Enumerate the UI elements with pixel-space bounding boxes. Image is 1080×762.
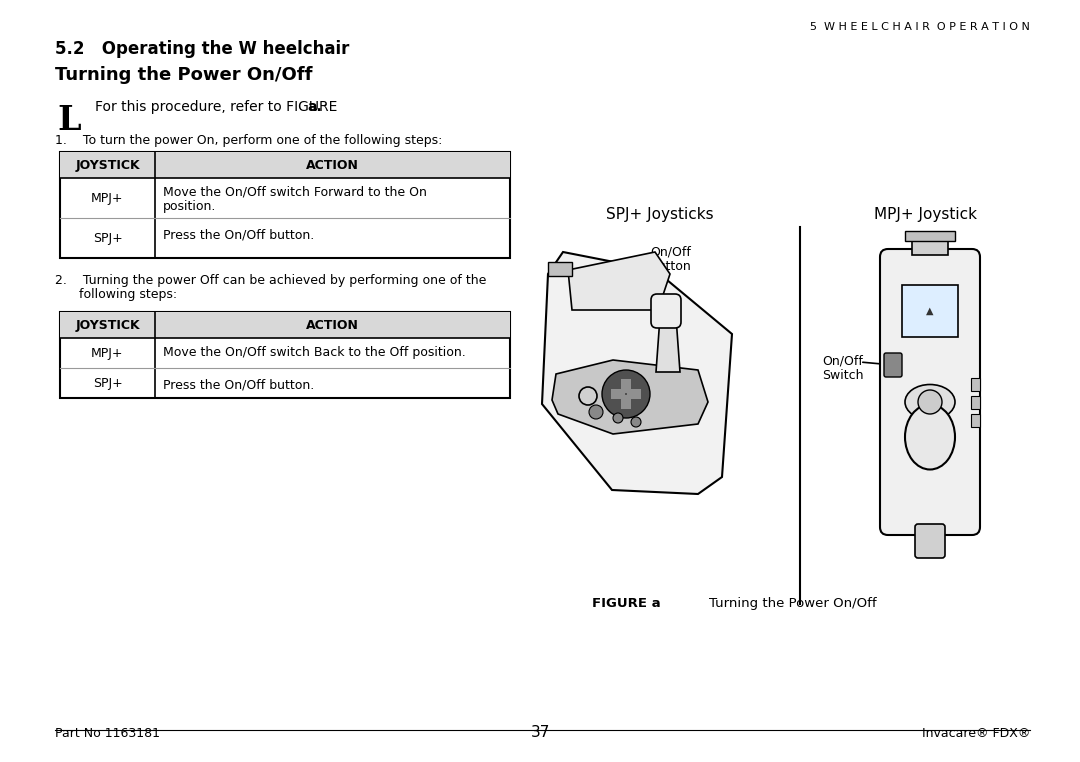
FancyBboxPatch shape <box>880 249 980 535</box>
Bar <box>902 285 958 337</box>
Circle shape <box>631 417 642 427</box>
Bar <box>621 379 631 393</box>
Text: Turning the Power On/Off: Turning the Power On/Off <box>55 66 312 84</box>
Text: SPJ+: SPJ+ <box>93 376 122 389</box>
Text: Press the On/Off button.: Press the On/Off button. <box>163 228 314 241</box>
Circle shape <box>589 405 603 419</box>
Ellipse shape <box>905 385 955 420</box>
FancyBboxPatch shape <box>885 353 902 377</box>
Text: On/Off
Switch: On/Off Switch <box>822 354 864 382</box>
Bar <box>621 395 631 409</box>
Text: ACTION: ACTION <box>306 158 359 171</box>
Bar <box>905 231 955 241</box>
Bar <box>627 389 642 399</box>
Text: ACTION: ACTION <box>306 319 359 331</box>
Text: MPJ+: MPJ+ <box>91 191 124 204</box>
Polygon shape <box>542 252 732 494</box>
FancyBboxPatch shape <box>651 294 681 328</box>
Text: following steps:: following steps: <box>55 288 177 301</box>
Text: Press the On/Off button.: Press the On/Off button. <box>163 378 314 391</box>
Text: Move the On/Off switch Back to the Off position.: Move the On/Off switch Back to the Off p… <box>163 346 465 359</box>
Bar <box>60 152 510 178</box>
Bar <box>912 237 948 255</box>
Ellipse shape <box>905 405 955 469</box>
Text: a.: a. <box>307 100 322 114</box>
Text: On/Off
Button: On/Off Button <box>650 245 692 273</box>
Text: JOYSTICK: JOYSTICK <box>76 319 139 331</box>
Text: MPJ+: MPJ+ <box>91 347 124 360</box>
Bar <box>971 396 980 409</box>
Text: 5  W H E E L C H A I R  O P E R A T I O N: 5 W H E E L C H A I R O P E R A T I O N <box>810 22 1030 32</box>
Circle shape <box>918 390 942 414</box>
Bar <box>60 152 510 258</box>
Text: 1.    To turn the power On, perform one of the following steps:: 1. To turn the power On, perform one of … <box>55 134 443 147</box>
Text: Turning the Power On/Off: Turning the Power On/Off <box>692 597 877 610</box>
Bar <box>60 312 510 398</box>
FancyBboxPatch shape <box>915 524 945 558</box>
Polygon shape <box>656 317 680 372</box>
Bar <box>548 262 572 276</box>
Text: SPJ+: SPJ+ <box>93 232 122 245</box>
Text: 37: 37 <box>530 725 550 740</box>
Text: Move the On/Off switch Forward to the On
position.: Move the On/Off switch Forward to the On… <box>163 185 427 213</box>
Text: 5.2   Operating the W heelchair: 5.2 Operating the W heelchair <box>55 40 349 58</box>
Text: ▲: ▲ <box>927 306 934 316</box>
Circle shape <box>602 370 650 418</box>
Circle shape <box>613 413 623 423</box>
Text: 2.    Turning the power Off can be achieved by performing one of the: 2. Turning the power Off can be achieved… <box>55 274 486 287</box>
Bar <box>971 378 980 391</box>
Text: FIGURE a: FIGURE a <box>592 597 661 610</box>
Text: Invacare® FDX®: Invacare® FDX® <box>921 727 1030 740</box>
Text: Part No 1163181: Part No 1163181 <box>55 727 160 740</box>
Text: MPJ+ Joystick: MPJ+ Joystick <box>874 207 976 222</box>
Text: L: L <box>57 104 81 137</box>
Bar <box>60 312 510 338</box>
Text: For this procedure, refer to FIGURE: For this procedure, refer to FIGURE <box>95 100 337 114</box>
Text: JOYSTICK: JOYSTICK <box>76 158 139 171</box>
Polygon shape <box>552 360 708 434</box>
Circle shape <box>579 387 597 405</box>
Bar <box>971 414 980 427</box>
Bar <box>611 389 625 399</box>
Polygon shape <box>568 252 670 310</box>
Text: SPJ+ Joysticks: SPJ+ Joysticks <box>606 207 714 222</box>
